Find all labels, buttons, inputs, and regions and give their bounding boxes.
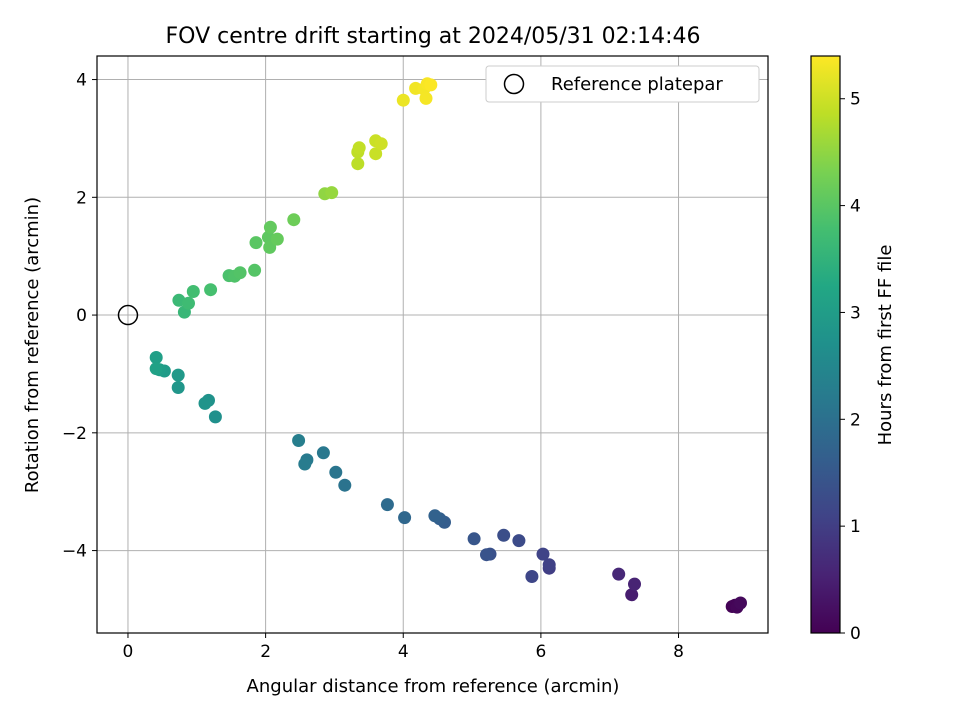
scatter-point: [628, 577, 641, 591]
scatter-point: [248, 263, 262, 277]
colorbar: 0 1 2 3 4 5 Hours from first FF file: [810, 55, 896, 644]
y-tick-label: 2: [76, 188, 87, 208]
scatter-point: [480, 548, 493, 562]
scatter-point: [536, 547, 550, 561]
colorbar-tick-label: 5: [850, 90, 861, 110]
scatter-point: [734, 596, 747, 610]
scatter-point: [263, 240, 277, 254]
colorbar-label: Hours from first FF file: [875, 245, 896, 446]
scatter-point: [149, 362, 163, 376]
scatter-point: [292, 434, 306, 447]
y-tick-label: 0: [76, 306, 87, 326]
scatter-point: [512, 534, 526, 548]
scatter-point: [249, 236, 263, 250]
scatter-point: [198, 396, 212, 410]
scatter-points: [149, 77, 747, 614]
colorbar-frame: [810, 55, 841, 634]
legend-marker-icon: [503, 73, 525, 95]
scatter-point: [316, 446, 330, 460]
scatter-point: [419, 91, 433, 105]
chart-title: FOV centre drift starting at 2024/05/31 …: [166, 24, 701, 49]
scatter-point: [380, 498, 394, 512]
scatter-point: [542, 558, 556, 572]
scatter-point: [149, 351, 163, 364]
scatter-point: [298, 457, 312, 471]
scatter-point: [351, 157, 365, 171]
scatter-point: [525, 570, 539, 583]
scatter-point: [398, 511, 412, 525]
scatter-point: [325, 186, 339, 200]
scatter-point: [287, 213, 301, 227]
x-tick-label: 6: [535, 642, 546, 662]
scatter-point: [374, 137, 388, 151]
legend: Reference platepar: [485, 65, 760, 103]
y-tick-label: −2: [62, 424, 87, 444]
plot-frame: [96, 55, 769, 634]
scatter-point: [182, 296, 195, 310]
y-axis-label: Rotation from reference (arcmin): [22, 197, 43, 493]
y-tick-label: −4: [62, 542, 87, 562]
scatter-point: [263, 220, 277, 234]
scatter-point: [171, 368, 185, 382]
colorbar-tick-label: 2: [850, 410, 861, 430]
x-tick-label: 0: [123, 642, 134, 662]
reference-platepar-marker: [117, 304, 139, 326]
scatter-point: [338, 478, 352, 492]
y-tick-label: 4: [76, 71, 87, 91]
colorbar-gradient: [811, 56, 840, 633]
legend-box: [485, 65, 760, 103]
colorbar-tick-label: 4: [850, 197, 861, 217]
scatter-point: [625, 588, 639, 602]
scatter-point: [396, 93, 410, 107]
scatter-point: [497, 528, 511, 542]
axis-ticks: 0 2 4 6 8 −4 −2 0 2 4: [62, 71, 684, 662]
colorbar-tick-label: 1: [850, 517, 861, 537]
scatter-point: [208, 410, 222, 424]
legend-label: Reference platepar: [551, 74, 723, 95]
scatter-point: [467, 532, 481, 546]
scatter-point: [270, 232, 284, 246]
x-tick-label: 4: [398, 642, 409, 662]
scatter-point: [612, 567, 626, 581]
colorbar-tick-label: 0: [850, 624, 861, 644]
x-tick-label: 2: [260, 642, 271, 662]
colorbar-tick-label: 3: [850, 303, 861, 323]
scatter-point: [424, 78, 438, 92]
plot-area: 0 2 4 6 8 −4 −2 0 2 4: [62, 55, 769, 662]
scatter-point: [204, 283, 218, 297]
colorbar-ticks: 0 1 2 3 4 5: [840, 90, 861, 644]
scatter-point: [428, 509, 442, 523]
x-tick-label: 8: [673, 642, 684, 662]
scatter-point: [352, 141, 366, 155]
scatter-point: [186, 285, 200, 298]
scatter-point: [329, 465, 343, 479]
scatter-point: [171, 381, 185, 394]
scatter-point: [233, 266, 247, 280]
x-axis-label: Angular distance from reference (arcmin): [247, 676, 620, 697]
scatter-point: [369, 147, 383, 161]
